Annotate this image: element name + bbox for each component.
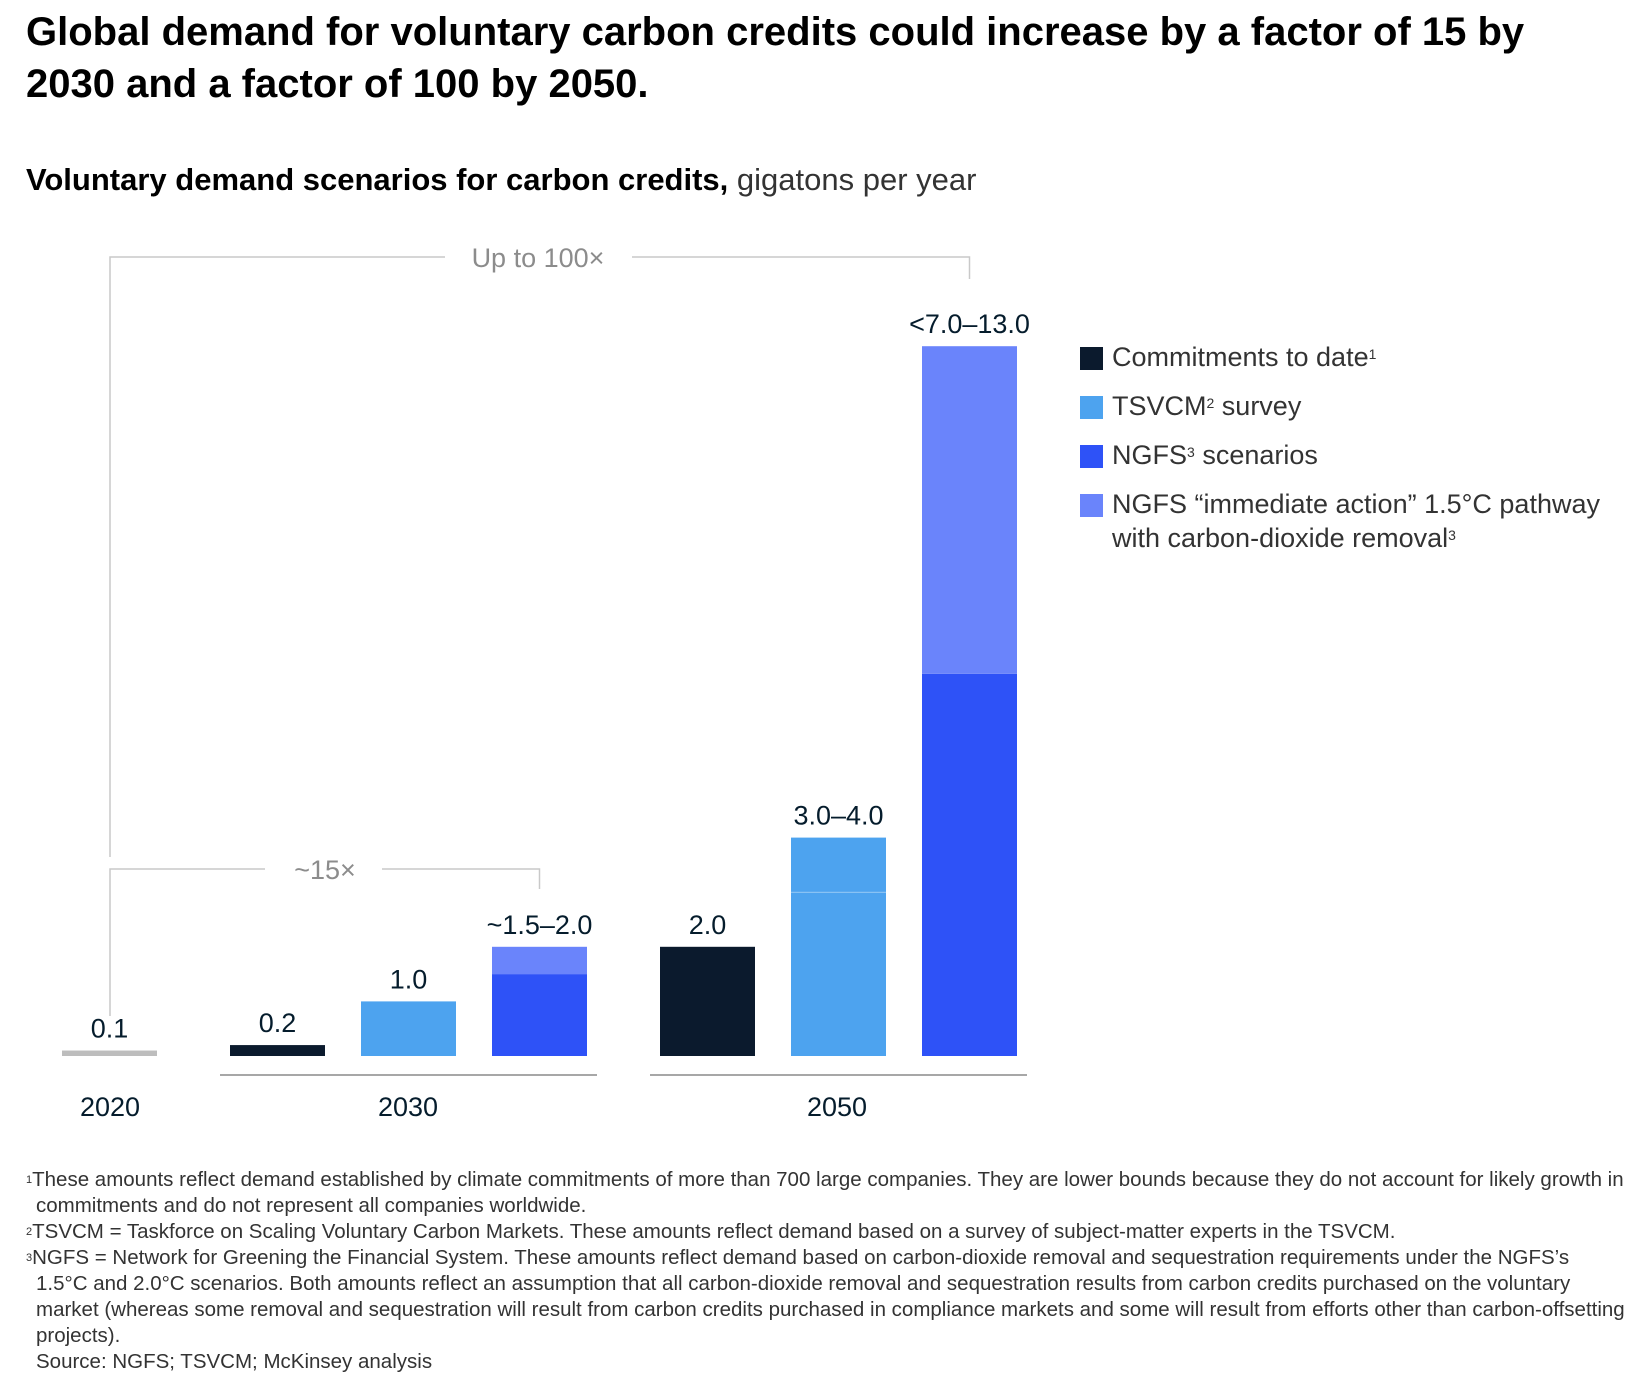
x-tick-2030: 2030 — [378, 1092, 438, 1122]
bar-2050-ngfs-seg-2 — [922, 346, 1017, 674]
data-label-2050-tsvcm: 3.0–4.0 — [793, 801, 883, 831]
legend-item-commitments: Commitments to date1 — [1080, 340, 1640, 374]
data-label-2030-commitments: 0.2 — [259, 1008, 297, 1038]
bar-2030-commitments-seg-1 — [230, 1045, 325, 1056]
subtitle-main: Voluntary demand scenarios for carbon cr… — [26, 162, 729, 197]
chart-subtitle: Voluntary demand scenarios for carbon cr… — [26, 160, 976, 200]
bar-2030-ngfs-seg-2 — [492, 946, 587, 975]
legend-item-ngfs-immediate: NGFS “immediate action” 1.5°C pathway wi… — [1080, 487, 1640, 555]
bar-2020-baseline_2020-seg-1 — [62, 1050, 157, 1056]
legend-label-commitments: Commitments to date1 — [1112, 342, 1377, 372]
data-label-2030-tsvcm: 1.0 — [390, 964, 428, 994]
annotation-100x: Up to 100× — [472, 243, 605, 273]
data-label-2020-baseline_2020: 0.1 — [91, 1014, 129, 1044]
bracket-100x-right — [632, 256, 971, 279]
legend-label-tsvcm: TSVCM2 survey — [1112, 391, 1302, 421]
legend-swatch-tsvcm — [1080, 396, 1103, 419]
footnote-1: 1These amounts reflect demand establishe… — [26, 1168, 1624, 1217]
legend-swatch-commitments — [1080, 347, 1103, 370]
bar-2050-commitments-seg-1 — [660, 946, 755, 1056]
legend-item-tsvcm: TSVCM2 survey — [1080, 389, 1640, 423]
data-label-2050-ngfs: <7.0–13.0 — [909, 309, 1030, 339]
bar-2050-tsvcm-seg-2 — [791, 837, 886, 893]
chart-legend: Commitments to date1 TSVCM2 survey NGFS3… — [1080, 340, 1640, 570]
bar-chart: 0.1 2020 0.2 1.0 ~1.5–2.0 2030 2.0 3.0–4.0 <7.0–… — [62, 243, 1030, 1122]
legend-swatch-ngfs-immediate — [1080, 494, 1103, 517]
annotation-15x: ~15× — [294, 855, 356, 885]
bracket-15x-right — [382, 868, 541, 889]
x-tick-2050: 2050 — [807, 1092, 867, 1122]
subtitle-unit: gigatons per year — [736, 162, 977, 197]
legend-label-ngfs-immediate: NGFS “immediate action” 1.5°C pathway wi… — [1112, 489, 1600, 553]
bracket-15x-left — [109, 868, 265, 1016]
bar-2050-tsvcm-seg-1 — [791, 892, 886, 1056]
bar-2030-ngfs-seg-1 — [492, 974, 587, 1056]
footnote-2: 2TSVCM = Taskforce on Scaling Voluntary … — [26, 1220, 1396, 1243]
bracket-100x-left — [109, 256, 445, 857]
x-tick-2020: 2020 — [80, 1092, 140, 1122]
legend-label-ngfs: NGFS3 scenarios — [1112, 440, 1318, 470]
bar-2030-tsvcm-seg-1 — [361, 1001, 456, 1056]
footnote-3: 3NGFS = Network for Greening the Financi… — [26, 1246, 1625, 1347]
legend-item-ngfs: NGFS3 scenarios — [1080, 438, 1640, 472]
chart-title: Global demand for voluntary carbon credi… — [26, 10, 1525, 106]
source-note: Source: NGFS; TSVCM; McKinsey analysis — [36, 1350, 433, 1373]
footnotes: 1These amounts reflect demand establishe… — [26, 1167, 1626, 1375]
bar-2050-ngfs-seg-1 — [922, 673, 1017, 1056]
data-label-2050-commitments: 2.0 — [689, 910, 727, 940]
data-label-2030-ngfs: ~1.5–2.0 — [487, 910, 593, 940]
legend-swatch-ngfs — [1080, 445, 1103, 468]
